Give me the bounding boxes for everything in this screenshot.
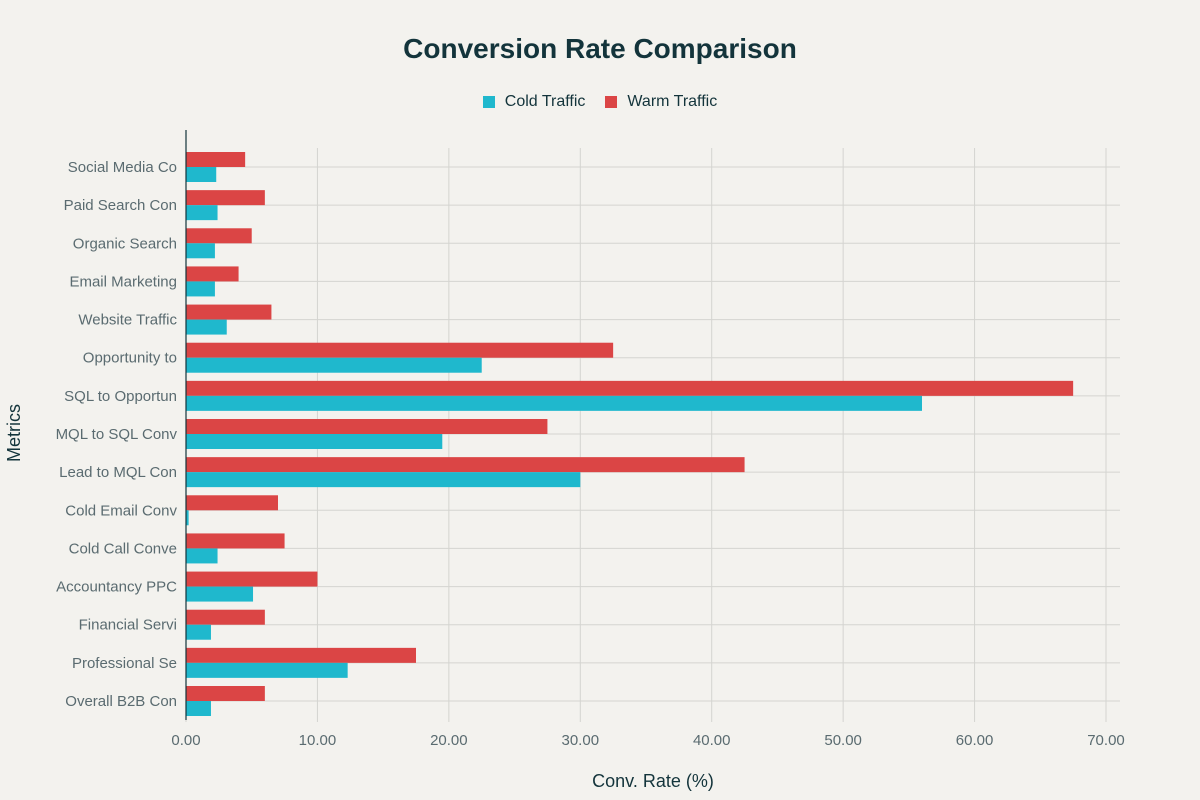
y-tick-label: Social Media Co [68, 159, 177, 176]
legend-swatch-warm [605, 96, 618, 108]
bar-cold [186, 243, 215, 259]
bar-warm [186, 686, 265, 701]
x-tick-label: 0.00 [171, 732, 200, 749]
legend-label-cold: Cold Traffic [504, 93, 586, 110]
bar-cold [186, 434, 443, 449]
x-axis-title: Conv. Rate (%) [592, 771, 714, 791]
y-tick-label: Cold Call Conve [69, 540, 177, 557]
y-tick-label: Website Traffic [78, 312, 177, 329]
bar-cold [186, 205, 218, 221]
y-tick-label: MQL to SQL Conv [56, 426, 178, 443]
bar-warm [186, 533, 285, 549]
legend-label-warm: Warm Traffic [627, 93, 718, 110]
legend-swatch-cold [482, 96, 495, 108]
bar-cold [186, 357, 482, 373]
y-tick-label: Paid Search Con [64, 197, 177, 214]
legend: Cold Traffic Warm Traffic [0, 93, 1200, 111]
bar-cold [186, 662, 348, 678]
y-tick-label: SQL to Opportun [64, 388, 177, 405]
bar-cold [186, 701, 211, 716]
chart-title: Conversion Rate Comparison [403, 33, 797, 64]
bar-cold [186, 624, 211, 640]
bar-warm [186, 152, 246, 167]
y-tick-label: Overall B2B Con [65, 693, 177, 710]
bar-warm [186, 457, 745, 473]
legend-item-warm[interactable]: Warm Traffic [605, 93, 717, 111]
bar-warm [186, 380, 1074, 396]
y-tick-label: Email Marketing [69, 273, 177, 290]
bar-warm [186, 571, 318, 587]
y-axis-title: Metrics [4, 404, 24, 462]
bar-warm [186, 609, 265, 625]
bar-warm [186, 419, 548, 434]
y-tick-label: Lead to MQL Con [59, 464, 177, 481]
x-tick-label: 30.00 [562, 732, 600, 749]
y-tick-label: Accountancy PPC [56, 579, 177, 596]
bar-warm [186, 266, 239, 282]
bar-warm [186, 190, 265, 206]
x-tick-label: 40.00 [693, 732, 731, 749]
bar-cold [186, 472, 581, 488]
bar-cold [186, 586, 254, 602]
bar-cold [186, 281, 215, 297]
x-tick-label: 60.00 [956, 732, 994, 749]
x-tick-label: 20.00 [430, 732, 468, 749]
bar-warm [186, 304, 272, 320]
x-tick-label: 70.00 [1087, 732, 1125, 749]
bar-cold [186, 395, 922, 411]
y-tick-label: Organic Search [73, 235, 177, 252]
bar-warm [186, 228, 252, 244]
bar-cold [186, 510, 189, 526]
bar-warm [186, 342, 614, 358]
bar-cold [186, 548, 218, 564]
y-tick-label: Opportunity to [83, 350, 177, 367]
legend-item-cold[interactable]: Cold Traffic [482, 93, 586, 111]
y-tick-label: Financial Servi [79, 617, 177, 634]
y-tick-label: Professional Se [72, 655, 177, 672]
x-tick-label: 10.00 [299, 732, 337, 749]
bar-cold [186, 167, 217, 182]
bar-cold [186, 319, 227, 335]
y-tick-label: Cold Email Conv [65, 502, 177, 519]
x-tick-label: 50.00 [824, 732, 862, 749]
bar-warm [186, 495, 278, 511]
bar-warm [186, 647, 416, 663]
